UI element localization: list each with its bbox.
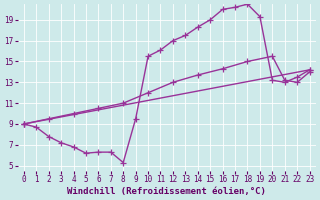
X-axis label: Windchill (Refroidissement éolien,°C): Windchill (Refroidissement éolien,°C) (67, 187, 266, 196)
